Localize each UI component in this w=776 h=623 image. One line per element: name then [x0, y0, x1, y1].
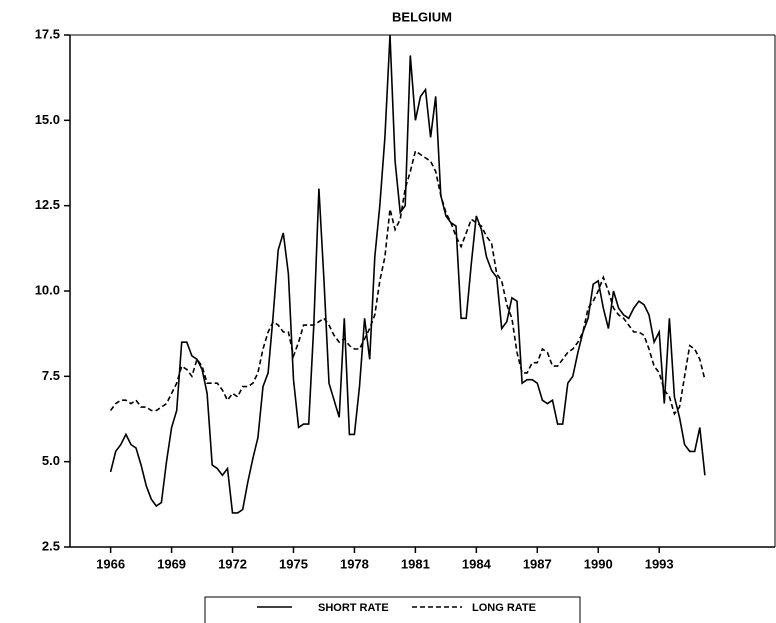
x-tick-label: 1972	[218, 556, 247, 571]
x-tick-label: 1990	[584, 556, 613, 571]
y-tick-label: 12.5	[35, 197, 60, 212]
legend-label: SHORT RATE	[318, 602, 389, 614]
x-tick-label: 1969	[157, 556, 186, 571]
y-tick-label: 10.0	[35, 282, 60, 297]
x-tick-label: 1993	[645, 556, 674, 571]
data-line	[109, 149, 706, 416]
y-tick-label: 5.0	[42, 453, 60, 468]
x-tick-label: 1966	[96, 556, 125, 571]
x-tick-label: 1975	[279, 556, 308, 571]
y-tick-label: 2.5	[42, 538, 60, 553]
y-tick-label: 7.5	[42, 368, 60, 383]
chart-title: BELGIUM	[392, 9, 452, 24]
data-line	[109, 34, 706, 514]
x-tick-label: 1981	[401, 556, 430, 571]
y-tick-label: 17.5	[35, 26, 60, 41]
x-tick-label: 1987	[523, 556, 552, 571]
x-tick-label: 1978	[340, 556, 369, 571]
y-tick-label: 15.0	[35, 112, 60, 127]
legend-box	[204, 596, 581, 623]
x-tick-label: 1984	[462, 556, 492, 571]
legend-label: LONG RATE	[472, 602, 536, 614]
